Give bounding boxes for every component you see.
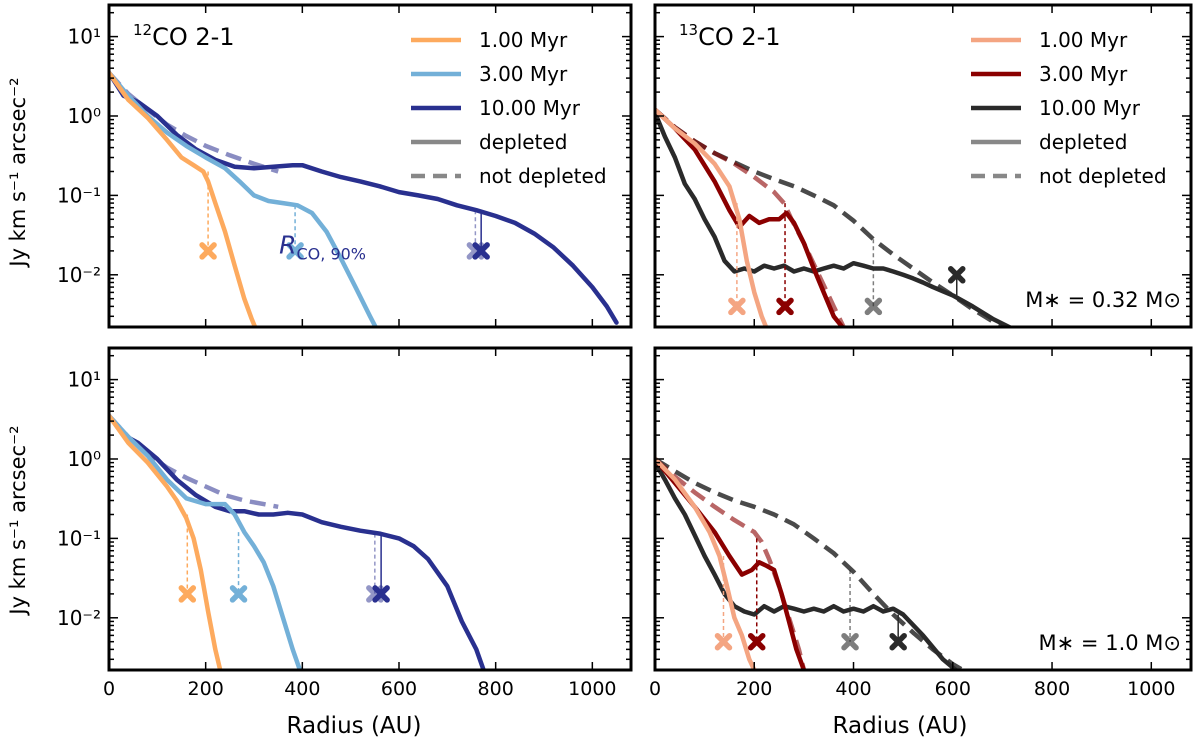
x-tick-label: 1000	[1127, 678, 1175, 700]
marker-cross-0	[199, 242, 217, 260]
series-line-1	[109, 70, 619, 325]
marker-cross-3	[372, 585, 390, 603]
series-line-1	[109, 413, 486, 670]
marker-cross-0	[714, 632, 733, 651]
y-tick-label: 10¹	[68, 368, 101, 392]
panel-title: 12CO 2-1	[133, 21, 235, 51]
legend-label: depleted	[479, 130, 567, 154]
stellar-mass-label: M∗ = 1.0 M⊙	[1039, 631, 1181, 655]
axes-frame	[107, 346, 633, 672]
x-axis-label-right: Radius (AU)	[833, 713, 968, 739]
legend-label: not depleted	[1039, 164, 1167, 188]
y-tick-label: 10⁰	[68, 104, 101, 128]
series-line-3	[655, 107, 846, 327]
x-tick-label: 800	[478, 678, 514, 700]
y-tick-label: 10⁰	[68, 447, 101, 471]
series-line-0	[109, 71, 279, 174]
legend-label: 3.00 Myr	[1039, 62, 1128, 86]
marker-cross-1	[747, 632, 766, 651]
marker-cross-1	[229, 585, 248, 603]
x-tick-label: 0	[649, 678, 661, 700]
x-axis-label-left: Radius (AU)	[287, 713, 422, 739]
panel-co13_lowmass: 13CO 2-1 1.00 Myr 3.00 Myr 10.00 Myr deplete…	[653, 3, 1193, 329]
plot-area	[109, 70, 619, 327]
series-line-3	[109, 70, 258, 327]
plot-area	[655, 456, 964, 670]
legend-label: 1.00 Myr	[479, 28, 568, 52]
marker-cross-3	[947, 266, 966, 284]
y-tick-label: 10¹	[68, 25, 101, 49]
series-line-2	[655, 110, 1014, 327]
marker-cross-3	[889, 632, 907, 651]
marker-cross-2	[841, 632, 859, 651]
legend-label: 1.00 Myr	[1039, 28, 1128, 52]
stellar-mass-label: M∗ = 0.32 M⊙	[1025, 288, 1181, 312]
x-tick-label: 200	[188, 678, 224, 700]
axes-frame	[653, 346, 1193, 672]
panel-co12_solar: 10¹ 10⁰ 10⁻¹ 10⁻² 0 200 400 600 800 1000	[57, 346, 633, 700]
legend-label: 10.00 Myr	[1039, 96, 1141, 120]
series-line-4	[655, 107, 769, 327]
y-tick-label: 10⁻¹	[57, 526, 101, 550]
marker-cross-2	[864, 297, 883, 316]
x-tick-label: 400	[835, 678, 871, 700]
marker-cross-3	[472, 242, 490, 260]
legend-label: 3.00 Myr	[479, 62, 568, 86]
series-line-0	[655, 457, 964, 670]
legend-label: 10.00 Myr	[479, 96, 581, 120]
axes-frame	[107, 3, 633, 329]
series-line-2	[109, 70, 379, 327]
x-tick-label: 800	[1034, 678, 1070, 700]
series-line-0	[655, 108, 1014, 327]
panel-co12_lowmass: 10¹ 10⁰ 10⁻¹ 10⁻² 12CO 2-1 1.00 Myr 3.00 Myr 10…	[57, 3, 633, 329]
panel-co13_solar: 0 200 400 600 800 1000 M∗ = 1.0 M⊙	[649, 346, 1193, 700]
rco-annotation: RCO, 90%	[279, 231, 366, 264]
legend-label: not depleted	[479, 164, 607, 188]
y-axis-label-top: Jy km s⁻¹ arcsec⁻²	[6, 77, 30, 268]
marker-cross-0	[728, 297, 746, 316]
panel-title: 13CO 2-1	[679, 21, 781, 51]
x-tick-label: 1000	[568, 678, 616, 700]
marker-cross-0	[178, 585, 197, 603]
marker-cross-1	[776, 297, 794, 316]
series-line-3	[109, 413, 223, 670]
x-tick-label: 400	[284, 678, 320, 700]
legend-label: depleted	[1039, 130, 1127, 154]
axes-frame	[653, 3, 1193, 329]
series-line-0	[109, 414, 279, 510]
y-tick-label: 10⁻¹	[57, 183, 101, 207]
x-tick-label: 0	[103, 678, 115, 700]
x-tick-label: 600	[935, 678, 971, 700]
y-tick-label: 10⁻²	[57, 606, 101, 630]
series-line-2	[109, 413, 303, 670]
x-tick-label: 600	[381, 678, 417, 700]
series-line-2	[655, 460, 960, 670]
plot-area	[109, 413, 486, 670]
y-axis-label-bottom: Jy km s⁻¹ arcsec⁻²	[6, 425, 30, 616]
marker-cross-1	[286, 242, 304, 260]
x-tick-label: 200	[736, 678, 772, 700]
plot-area	[655, 107, 1014, 327]
y-tick-label: 10⁻²	[57, 263, 101, 287]
